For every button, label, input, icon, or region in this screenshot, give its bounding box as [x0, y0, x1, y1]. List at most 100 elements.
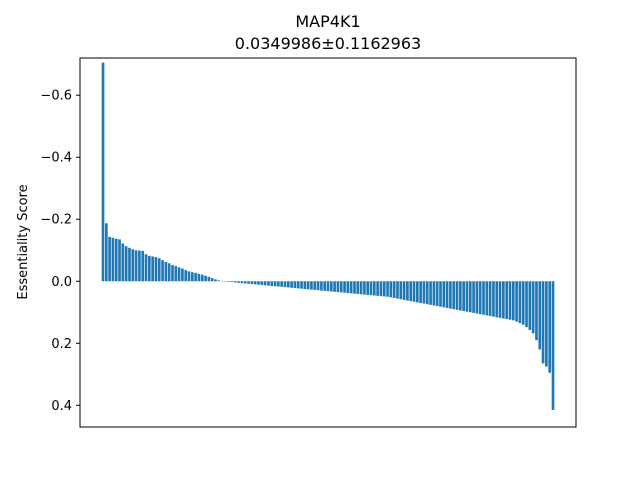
bar — [197, 273, 201, 282]
bar — [482, 281, 485, 315]
bar — [121, 243, 125, 282]
bar — [442, 281, 446, 308]
plot-frame — [79, 57, 577, 428]
bar — [333, 281, 336, 292]
bar — [472, 281, 475, 313]
bar — [455, 281, 459, 310]
bar — [369, 281, 373, 296]
bar — [191, 272, 194, 282]
bar — [151, 256, 154, 282]
bar — [386, 281, 389, 297]
bar — [118, 239, 121, 282]
bar — [502, 281, 505, 319]
bar — [253, 281, 257, 285]
bar — [475, 281, 479, 314]
bar — [488, 281, 492, 316]
bar — [422, 281, 426, 304]
y-tick-label: −0.2 — [40, 213, 72, 228]
bar — [518, 281, 522, 324]
bar — [346, 281, 350, 294]
bar — [339, 281, 343, 293]
bar — [409, 281, 413, 302]
y-tick-label: −0.6 — [40, 89, 72, 104]
bar — [449, 281, 452, 309]
bar — [230, 281, 234, 283]
bar — [356, 281, 360, 294]
bar — [286, 281, 290, 288]
bar — [495, 281, 499, 318]
bar — [320, 281, 323, 291]
bar — [210, 278, 214, 282]
bar — [511, 281, 515, 321]
bar — [535, 281, 538, 341]
bar — [498, 281, 502, 318]
bar — [283, 281, 287, 288]
bar — [459, 281, 462, 311]
bar — [353, 281, 356, 294]
bar — [181, 268, 184, 282]
bar — [419, 281, 422, 303]
bar — [402, 281, 406, 300]
bar — [187, 271, 191, 282]
bar — [538, 281, 542, 350]
bar — [280, 281, 283, 287]
bar — [243, 281, 247, 284]
bar — [114, 238, 118, 282]
bar — [250, 281, 254, 285]
bar — [412, 281, 416, 302]
bar — [462, 281, 465, 312]
bar — [161, 260, 164, 282]
bar — [399, 281, 403, 300]
y-tick-label: 0.2 — [51, 337, 72, 352]
bar — [465, 281, 469, 312]
bar — [138, 250, 141, 282]
bar — [237, 281, 240, 283]
bar — [432, 281, 436, 306]
bar — [128, 247, 131, 282]
bar — [310, 281, 313, 290]
bar — [363, 281, 366, 295]
bar — [124, 246, 128, 282]
y-tick-label: 0.4 — [51, 399, 72, 414]
chart-subtitle-text: 0.0349986±0.1162963 — [235, 34, 421, 53]
bar — [525, 281, 528, 328]
bar — [515, 281, 518, 322]
bar — [144, 254, 148, 282]
bar — [376, 281, 379, 296]
bar — [184, 270, 188, 282]
bar — [468, 281, 472, 313]
bar — [528, 281, 532, 330]
bar — [263, 281, 267, 286]
bar — [204, 275, 207, 282]
bar — [200, 274, 204, 282]
bar — [167, 263, 171, 282]
bar — [359, 281, 363, 295]
bar — [373, 281, 376, 296]
bar — [164, 262, 168, 282]
bar — [217, 280, 221, 282]
bar — [323, 281, 327, 291]
bar — [445, 281, 449, 308]
bar — [227, 281, 231, 282]
bar — [452, 281, 456, 310]
bar — [313, 281, 317, 290]
bar — [111, 237, 115, 282]
bar — [329, 281, 333, 292]
bar — [207, 276, 211, 282]
bar — [492, 281, 495, 317]
bar — [273, 281, 277, 287]
bar — [148, 255, 151, 282]
bar — [303, 281, 307, 290]
chart-title: MAP4K1 0.0349986±0.1162963 — [235, 12, 421, 53]
bar — [551, 281, 555, 410]
bar — [392, 281, 396, 298]
bar — [478, 281, 482, 315]
bar — [141, 250, 145, 282]
y-tick-label: −0.4 — [40, 151, 72, 166]
bar — [194, 272, 197, 282]
bar — [545, 281, 548, 367]
y-axis-ticks: −0.6 −0.4 −0.2 0.0 0.2 0.4 — [40, 89, 80, 414]
bar — [349, 281, 353, 294]
bar — [296, 281, 300, 289]
bar — [240, 281, 244, 284]
